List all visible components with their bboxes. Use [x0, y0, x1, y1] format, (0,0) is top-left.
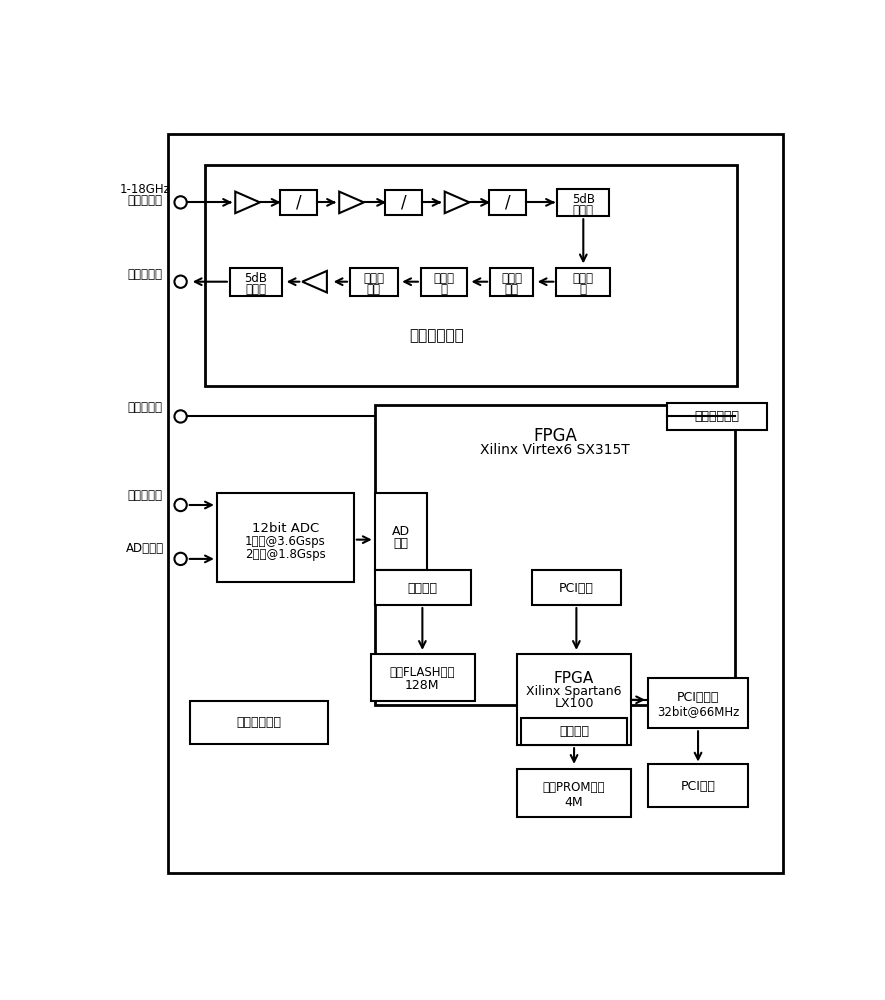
Text: PCI接口: PCI接口: [559, 582, 594, 595]
Text: 配置FLASH芯片: 配置FLASH芯片: [389, 666, 455, 679]
Text: 配置接口: 配置接口: [407, 582, 437, 595]
Text: /: /: [401, 193, 407, 211]
Text: 12bit ADC: 12bit ADC: [251, 522, 319, 535]
Text: 2通道@1.8Gsps: 2通道@1.8Gsps: [245, 548, 326, 561]
Text: PCI桥芯片: PCI桥芯片: [677, 691, 720, 704]
Bar: [533, 570, 621, 605]
Text: 波器: 波器: [367, 283, 381, 296]
Bar: [517, 654, 631, 745]
Bar: [386, 190, 422, 215]
Bar: [421, 268, 467, 296]
Bar: [557, 268, 611, 296]
Bar: [190, 701, 328, 744]
Text: 4M: 4M: [565, 796, 583, 809]
Polygon shape: [339, 192, 364, 213]
Text: 四分频: 四分频: [573, 272, 594, 285]
Text: FPGA: FPGA: [554, 671, 594, 686]
Text: 分频信号入: 分频信号入: [127, 489, 163, 502]
Text: 衰减器: 衰减器: [245, 283, 266, 296]
Bar: [558, 189, 610, 216]
Text: 电源管理模块: 电源管理模块: [236, 716, 281, 729]
Text: 衰减器: 衰减器: [573, 204, 594, 217]
Text: 波器: 波器: [504, 283, 519, 296]
Text: 四分频: 四分频: [434, 272, 454, 285]
Text: 系统时钟入: 系统时钟入: [127, 401, 163, 414]
Bar: [648, 678, 748, 728]
Text: 器: 器: [441, 283, 448, 296]
Polygon shape: [303, 271, 327, 292]
Text: /: /: [505, 193, 511, 211]
Bar: [667, 403, 767, 430]
Bar: [490, 268, 534, 296]
Text: AD: AD: [392, 525, 410, 538]
Bar: [374, 405, 735, 705]
Bar: [371, 654, 474, 701]
Text: Xilinx Spartan6: Xilinx Spartan6: [527, 685, 622, 698]
Text: AD时钟入: AD时钟入: [127, 542, 165, 555]
Text: 5dB: 5dB: [244, 272, 267, 285]
Text: 射频分频模块: 射频分频模块: [409, 328, 464, 343]
Bar: [648, 764, 748, 807]
Text: 5dB: 5dB: [572, 193, 595, 206]
Text: 带通滤: 带通滤: [501, 272, 522, 285]
Text: FPGA: FPGA: [533, 427, 577, 445]
Text: LX100: LX100: [554, 697, 594, 710]
Text: 32bit@66MHz: 32bit@66MHz: [657, 705, 739, 718]
Bar: [517, 769, 631, 817]
Bar: [217, 493, 354, 582]
Bar: [374, 493, 427, 570]
Bar: [489, 190, 527, 215]
Text: 低通滤: 低通滤: [364, 272, 384, 285]
Text: 瞬时测频码出: 瞬时测频码出: [695, 410, 740, 423]
Text: PCI总线: PCI总线: [681, 780, 715, 793]
Text: 配置PROM芯片: 配置PROM芯片: [543, 781, 605, 794]
Text: 器: 器: [580, 283, 587, 296]
Text: 分频信号出: 分频信号出: [127, 267, 163, 280]
Text: Xilinx Virtex6 SX315T: Xilinx Virtex6 SX315T: [480, 443, 630, 457]
Bar: [280, 190, 317, 215]
Bar: [230, 268, 282, 296]
Text: 128M: 128M: [405, 679, 440, 692]
Bar: [374, 570, 471, 605]
Polygon shape: [235, 192, 260, 213]
Text: 1通道@3.6Gsps: 1通道@3.6Gsps: [245, 535, 326, 548]
Bar: [350, 268, 397, 296]
Text: 配置接口: 配置接口: [559, 725, 589, 738]
Polygon shape: [444, 192, 469, 213]
Bar: [521, 718, 627, 745]
Text: /: /: [296, 193, 301, 211]
Text: 1-18GHz: 1-18GHz: [119, 183, 171, 196]
Text: 射频信号入: 射频信号入: [127, 194, 163, 207]
Bar: [205, 165, 736, 386]
Text: 接口: 接口: [393, 537, 408, 550]
